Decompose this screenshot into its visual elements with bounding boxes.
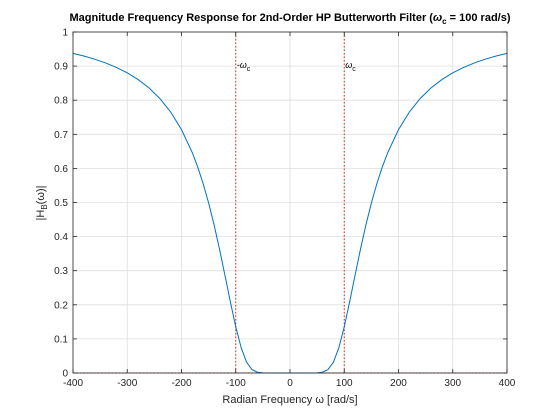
x-tick-label: 0 (287, 378, 293, 389)
x-tick-label: -300 (117, 378, 137, 389)
x-tick-label: -100 (226, 378, 246, 389)
x-tick-label: 100 (336, 378, 353, 389)
cutoff-labels: -ωc ωc (237, 60, 357, 73)
x-tick-label: -400 (63, 378, 83, 389)
y-tick-label: 0.1 (54, 334, 68, 345)
y-tick-label: 0.9 (54, 62, 68, 73)
y-tick-label: 0.8 (54, 96, 68, 107)
y-tick-label: 0.6 (54, 164, 68, 175)
y-tick-label: 0.7 (54, 130, 68, 141)
y-tick-label: 0 (62, 369, 68, 380)
chart-title: Magnitude Frequency Response for 2nd-Ord… (70, 12, 511, 26)
y-axis-label: |HB(ω)| (35, 186, 49, 221)
ticks: -400 -300 -200 -100 0 100 200 300 400 0 0.1 0.2 0.3 0… (54, 28, 516, 390)
cutoff-label: -ωc (237, 60, 251, 73)
x-tick-label: 400 (499, 378, 516, 389)
y-tick-label: 1 (62, 28, 68, 39)
y-tick-label: 0.3 (54, 266, 68, 277)
x-tick-label: 200 (390, 378, 407, 389)
x-axis-label: Radian Frequency ω [rad/s] (222, 394, 357, 406)
x-tick-label: 300 (444, 378, 461, 389)
y-tick-label: 0.2 (54, 300, 68, 311)
x-tick-label: -200 (171, 378, 191, 389)
y-tick-label: 0.4 (54, 232, 68, 243)
cutoff-label: ωc (345, 60, 356, 73)
y-tick-label: 0.5 (54, 198, 68, 209)
